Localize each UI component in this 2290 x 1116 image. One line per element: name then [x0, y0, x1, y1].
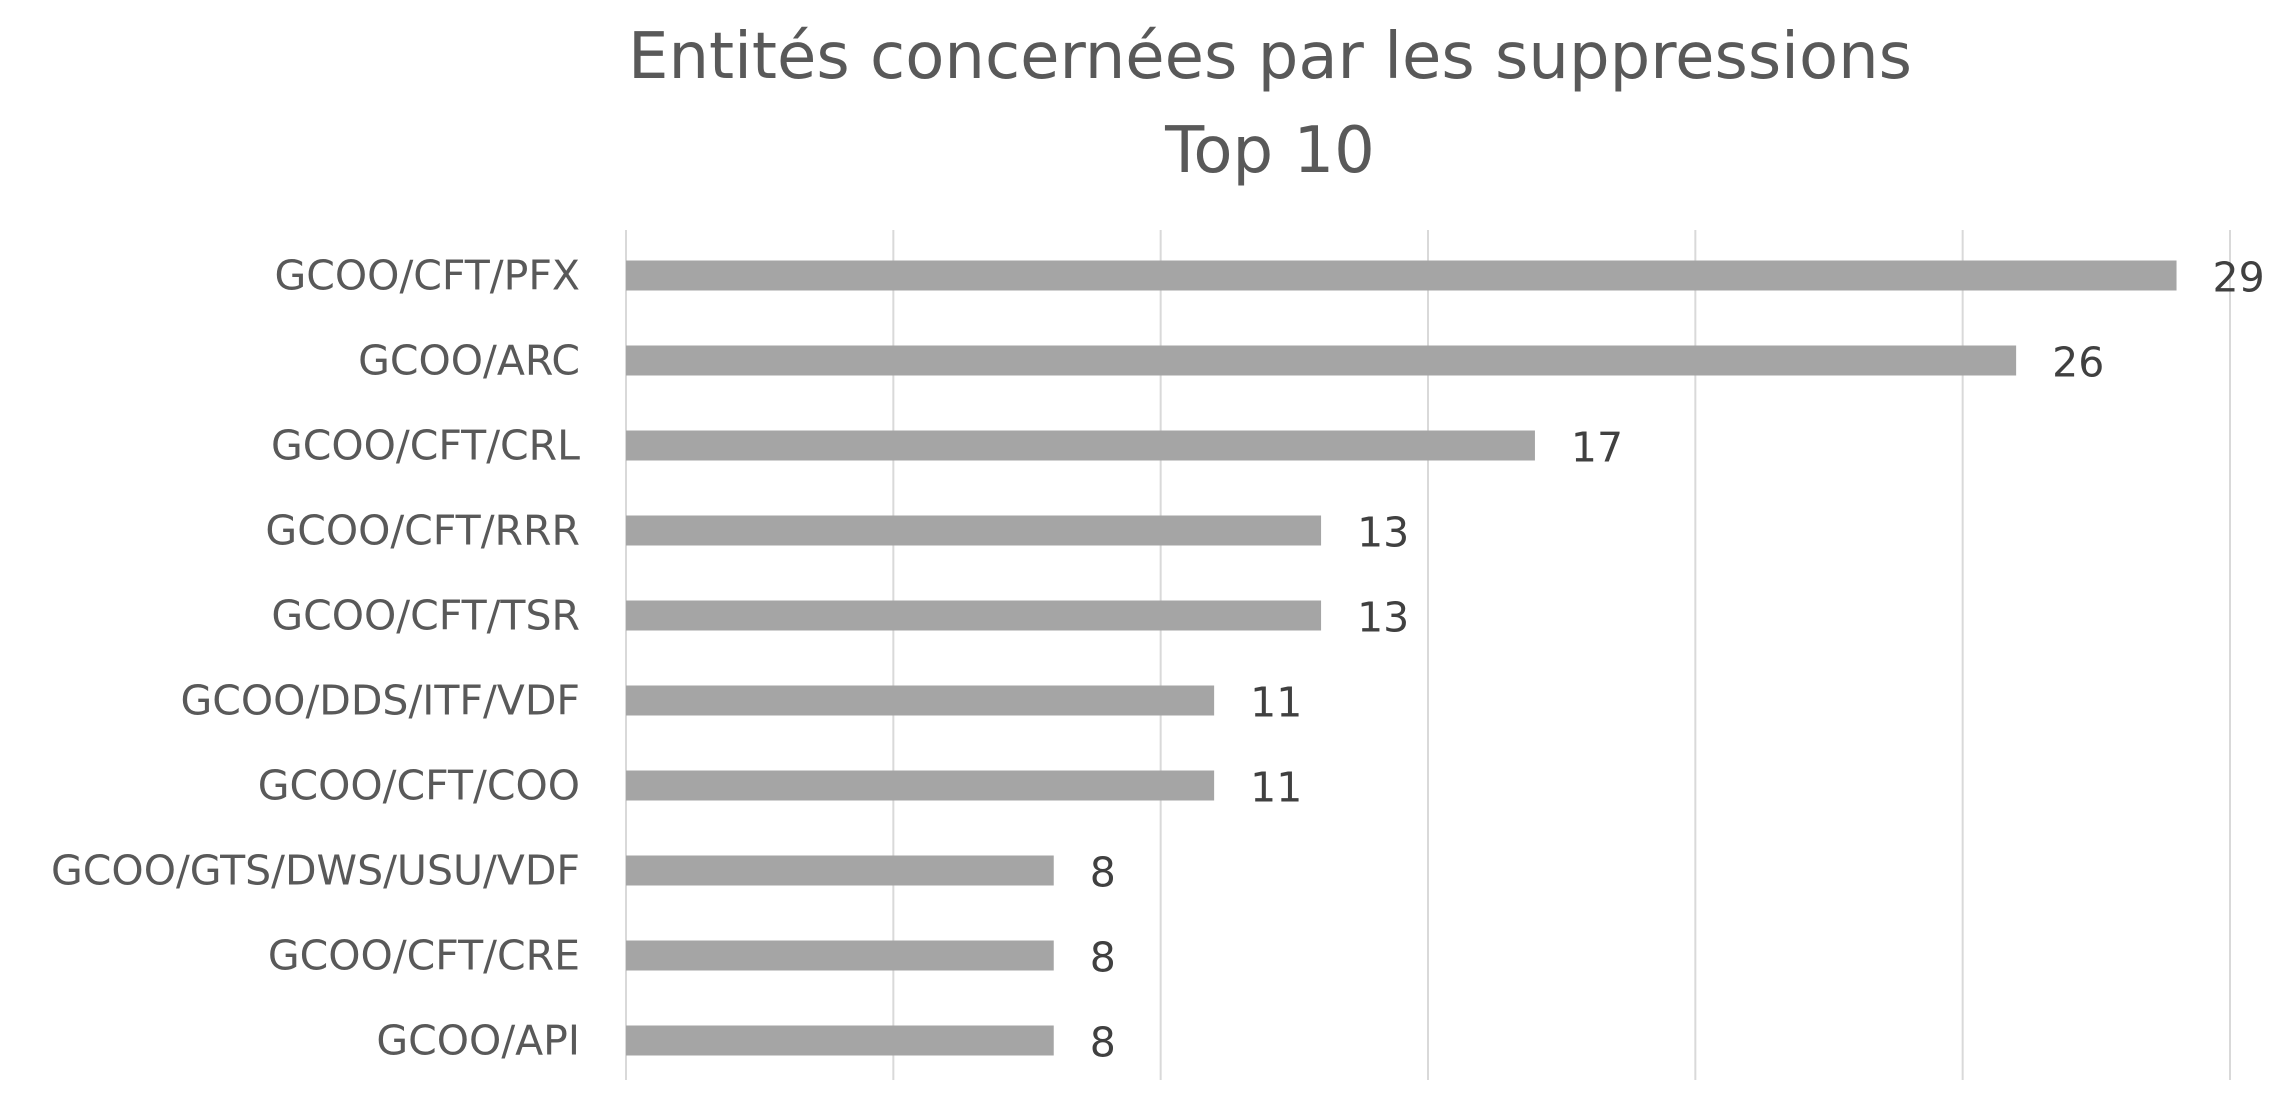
data-label-9: 8 — [1090, 934, 1116, 982]
data-label-6: 11 — [1250, 679, 1302, 727]
data-label-8: 8 — [1090, 849, 1116, 897]
category-label-4: GCOO/CFT/RRR — [265, 507, 580, 555]
data-label-1: 29 — [2213, 254, 2265, 302]
bars — [626, 260, 2177, 1056]
bar-1 — [626, 260, 2177, 291]
data-labels: 29 26 17 13 13 11 11 8 8 8 — [1090, 254, 2265, 1067]
bar-4 — [626, 515, 1322, 546]
bar-5 — [626, 600, 1322, 631]
bar-9 — [626, 940, 1054, 971]
data-label-5: 13 — [1357, 594, 1409, 642]
category-labels: GCOO/CFT/PFX GCOO/ARC GCOO/CFT/CRL GCOO/CFT… — [51, 252, 580, 1065]
category-label-8: GCOO/GTS/DWS/USU/VDF — [51, 847, 580, 895]
category-label-10: GCOO/API — [376, 1017, 580, 1065]
category-label-2: GCOO/ARC — [358, 337, 580, 385]
chart-subtitle: Top 10 — [1164, 114, 1375, 188]
category-label-3: GCOO/CFT/CRL — [271, 422, 580, 470]
category-label-1: GCOO/CFT/PFX — [275, 252, 581, 300]
chart-title-main: Entités concernées par les suppressions — [628, 20, 1912, 94]
category-label-9: GCOO/CFT/CRE — [268, 932, 580, 980]
data-label-3: 17 — [1571, 424, 1623, 472]
category-label-5: GCOO/CFT/TSR — [271, 592, 580, 640]
category-label-6: GCOO/DDS/ITF/VDF — [181, 677, 580, 725]
category-label-7: GCOO/CFT/COO — [258, 762, 580, 810]
bar-3 — [626, 430, 1535, 461]
data-label-7: 11 — [1250, 764, 1302, 812]
data-label-2: 26 — [2052, 339, 2104, 387]
bar-6 — [626, 685, 1215, 716]
bar-8 — [626, 855, 1054, 886]
bar-10 — [626, 1025, 1054, 1056]
data-label-10: 8 — [1090, 1019, 1116, 1067]
bar-2 — [626, 345, 2017, 376]
data-label-4: 13 — [1357, 509, 1409, 557]
chart-title: Entités concernées par les suppressions … — [628, 20, 1912, 188]
bar-7 — [626, 770, 1215, 801]
